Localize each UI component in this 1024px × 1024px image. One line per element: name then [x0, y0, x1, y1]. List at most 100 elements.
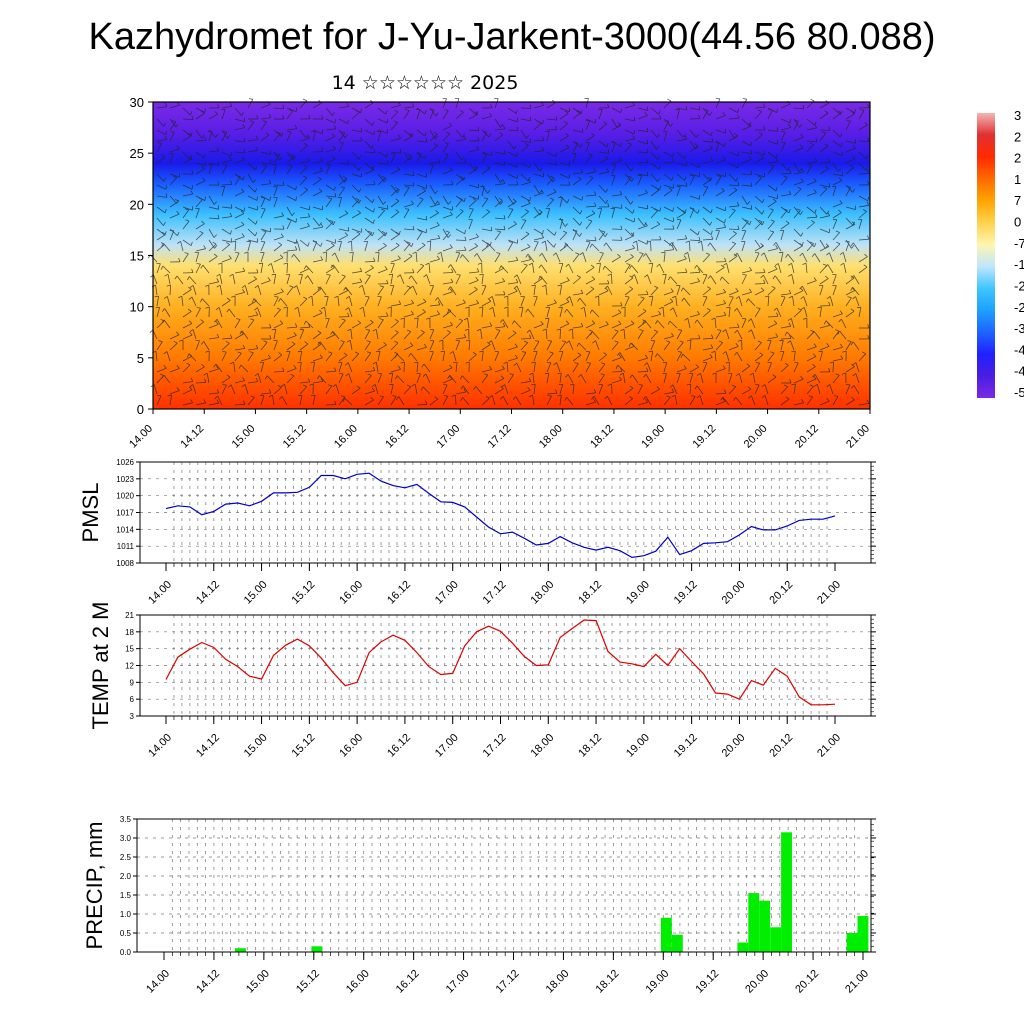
wind-barb	[793, 290, 804, 296]
wind-barb-flag	[852, 373, 857, 377]
wind-barb-flag	[528, 377, 532, 382]
wind-barb-flag	[555, 161, 558, 166]
wind-barb-flag	[277, 385, 282, 388]
wind-barb-flag	[269, 323, 272, 328]
wind-barb	[858, 211, 867, 219]
wind-barb-flag	[451, 268, 454, 273]
wind-barb	[182, 220, 190, 230]
wind-barb-flag	[690, 175, 695, 177]
wind-barb	[520, 145, 529, 153]
wind-barb-flag	[797, 186, 802, 190]
wind-barb-flag	[797, 307, 802, 311]
wind-barb	[182, 334, 193, 340]
wind-barb	[533, 162, 541, 172]
wind-barb	[520, 118, 531, 122]
wind-barb	[351, 162, 359, 171]
wind-barb-flag	[447, 308, 452, 312]
wind-barb-flag	[255, 344, 259, 349]
wind-barb-flag	[447, 374, 451, 379]
wind-barb	[819, 162, 831, 164]
wind-barb	[377, 286, 385, 296]
wind-barb	[208, 131, 213, 142]
wind-barb	[780, 118, 791, 124]
wind-barb-flag	[396, 166, 401, 170]
wind-barb-flag	[204, 284, 209, 287]
wind-barb	[312, 191, 323, 197]
wind-barb	[416, 198, 424, 208]
wind-barb-flag	[412, 268, 415, 273]
wind-barb-flag	[735, 288, 739, 292]
wind-barb-flag	[307, 157, 311, 162]
wind-barb-flag	[642, 396, 647, 400]
wind-barb	[580, 374, 587, 384]
wind-barb-flag	[281, 212, 285, 217]
wind-barb	[585, 351, 591, 362]
wind-barb	[273, 244, 283, 252]
wind-barb-flag	[698, 268, 701, 273]
wind-barb-flag	[697, 240, 702, 244]
wind-barb-flag	[704, 109, 709, 111]
wind-barb-flag	[373, 180, 376, 185]
wind-barb-flag	[525, 231, 530, 235]
wind-barb	[624, 173, 632, 182]
wind-barb	[533, 173, 544, 178]
wind-barb	[546, 208, 551, 219]
wind-barb-flag	[541, 240, 546, 244]
wind-barb	[415, 251, 418, 263]
wind-barb	[806, 378, 817, 384]
wind-barb-flag	[243, 400, 246, 405]
wind-barb	[715, 230, 720, 241]
wind-barb-flag	[189, 111, 193, 116]
wind-barb	[832, 140, 842, 148]
x-tick-label: 16.00	[332, 423, 360, 451]
wind-barb-flag	[436, 310, 440, 315]
wind-barb	[468, 149, 479, 153]
colorbar-label: 2	[1014, 129, 1021, 144]
wind-barb-flag	[215, 307, 220, 311]
wind-barb	[442, 133, 451, 142]
wind-barb-flag	[406, 285, 411, 288]
wind-barb	[403, 239, 412, 247]
wind-barb-flag	[167, 394, 172, 397]
wind-barb	[754, 111, 762, 120]
wind-barb	[663, 274, 667, 285]
wind-barb	[819, 102, 829, 109]
x-tick-label: 17.00	[433, 732, 461, 760]
wind-barb-flag	[527, 386, 531, 391]
wind-barb-flag	[648, 262, 653, 265]
wind-barb-flag	[216, 273, 221, 277]
wind-barb-flag	[744, 219, 749, 222]
wind-barb-flag	[440, 350, 445, 353]
wind-barb	[325, 198, 333, 208]
wind-barb-flag	[725, 361, 730, 364]
wind-barb-flag	[288, 109, 293, 112]
wind-barb-flag	[564, 110, 569, 114]
wind-barb-flag	[176, 145, 180, 150]
wind-barb-flag	[588, 219, 593, 222]
wind-barb-flag	[317, 375, 320, 380]
wind-barb	[546, 373, 550, 384]
wind-barb-flag	[748, 395, 752, 399]
wind-barb	[325, 221, 334, 230]
wind-barb-flag	[465, 306, 470, 309]
wind-barb-flag	[668, 242, 673, 246]
wind-barb	[351, 212, 361, 219]
wind-barb-flag	[366, 351, 372, 354]
wind-barb-flag	[856, 306, 861, 309]
wind-barb	[429, 329, 435, 340]
wind-barb	[832, 361, 834, 373]
x-tick-label: 17.12	[481, 579, 509, 607]
wind-barb-flag	[809, 384, 814, 387]
wind-barb	[260, 165, 268, 175]
wind-barb	[832, 358, 843, 362]
wind-barb	[728, 162, 738, 169]
wind-barb	[273, 107, 285, 109]
wind-barb	[169, 201, 179, 208]
wind-barb-flag	[162, 231, 166, 235]
wind-barb	[845, 384, 851, 395]
wind-barb	[611, 118, 618, 128]
wind-barb	[689, 145, 698, 153]
wind-barb-flag	[694, 385, 698, 390]
wind-barb	[507, 195, 514, 205]
